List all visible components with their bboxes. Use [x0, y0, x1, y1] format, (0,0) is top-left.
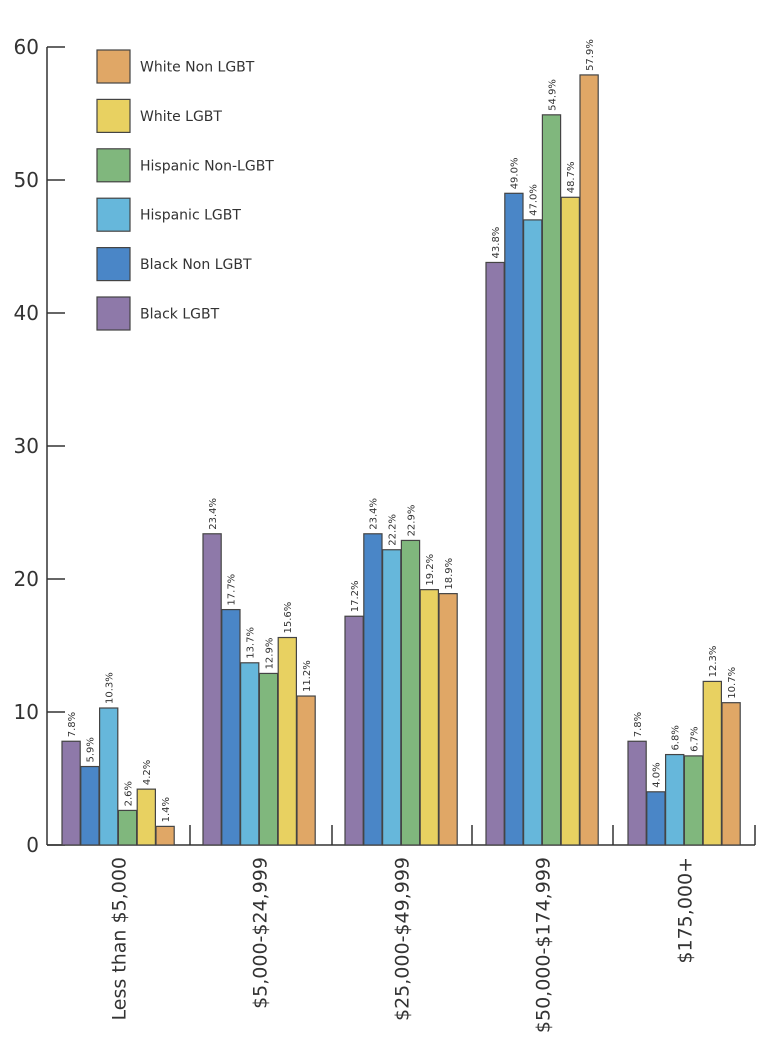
data-label: 7.8%	[633, 712, 644, 737]
data-label: 10.7%	[727, 667, 738, 699]
bars	[61, 74, 741, 846]
data-label: 49.0%	[510, 158, 521, 190]
data-label: 22.9%	[406, 505, 417, 537]
data-labels: 7.8% 23.4% 17.2% 43.8% 7.8% 5.9% 17.7% 23.4% 49.…	[67, 39, 738, 822]
data-label: 2.6%	[123, 781, 134, 806]
bar-black-non-lgbt	[221, 608, 241, 846]
data-label: 54.9%	[547, 79, 558, 111]
bar-black-lgbt	[627, 740, 647, 846]
y-tick-label: 50	[14, 168, 39, 192]
data-label: 18.9%	[444, 558, 455, 590]
y-tick-label: 10	[14, 700, 39, 724]
bar-black-lgbt	[202, 533, 222, 846]
category-label: $25,000-$49,999	[391, 857, 413, 1021]
data-label: 15.6%	[283, 602, 294, 634]
legend-swatch	[96, 49, 131, 84]
bar-black-lgbt	[344, 615, 364, 846]
legend-label: Black LGBT	[140, 307, 220, 323]
data-label: 1.4%	[161, 797, 172, 822]
bar-white-non-lgbt	[155, 825, 175, 846]
bar-white-non-lgbt	[438, 593, 458, 846]
bar-hispanic-non-lgbt	[117, 809, 138, 846]
category-label: $5,000-$24,999	[249, 857, 271, 1009]
data-label: 47.0%	[529, 184, 540, 216]
bar-white-lgbt	[702, 680, 723, 846]
data-label: 10.3%	[105, 672, 116, 704]
data-label: 5.9%	[86, 737, 97, 762]
data-label: 19.2%	[425, 554, 436, 586]
data-label: 23.4%	[369, 498, 380, 530]
bar-white-non-lgbt	[579, 74, 599, 846]
y-tick-label: 60	[14, 35, 39, 59]
legend-swatch	[96, 247, 131, 282]
data-label: 12.3%	[708, 646, 719, 678]
data-label: 22.2%	[388, 514, 399, 546]
legend-label: Hispanic LGBT	[140, 208, 241, 224]
data-label: 57.9%	[585, 39, 596, 71]
data-label: 11.2%	[302, 660, 313, 692]
legend-swatch	[96, 197, 131, 232]
category-label: $175,000+	[674, 857, 696, 964]
legend-swatch	[96, 98, 131, 134]
data-label: 48.7%	[566, 162, 577, 194]
bar-black-lgbt	[485, 261, 505, 846]
bar-hispanic-non-lgbt	[400, 539, 421, 846]
y-tick-label: 30	[14, 434, 39, 458]
bar-hispanic-lgbt	[240, 662, 260, 846]
legend-label: Black Non LGBT	[140, 257, 252, 273]
category-label: Less than $5,000	[108, 857, 130, 1020]
bar-black-non-lgbt	[80, 765, 100, 846]
data-label: 4.2%	[142, 760, 153, 785]
data-label: 6.7%	[689, 726, 700, 751]
data-label: 7.8%	[67, 712, 78, 737]
bar-white-lgbt	[419, 589, 440, 846]
bar-white-lgbt	[277, 636, 298, 846]
bar-hispanic-lgbt	[382, 549, 402, 846]
y-tick-label: 40	[14, 301, 39, 325]
bar-white-non-lgbt	[721, 702, 741, 846]
bar-black-non-lgbt	[363, 533, 383, 846]
bar-hispanic-lgbt	[98, 707, 119, 846]
legend: White Non LGBT White LGBT Hispanic Non-LGB…	[96, 49, 274, 331]
bar-black-non-lgbt	[504, 192, 524, 846]
legend-label: Hispanic Non-LGBT	[140, 158, 274, 174]
data-label: 6.8%	[671, 725, 682, 750]
bar-white-lgbt	[136, 788, 156, 846]
legend-swatch	[96, 296, 131, 331]
y-tick-label: 0	[26, 833, 39, 857]
bar-hispanic-non-lgbt	[683, 755, 704, 846]
bar-black-non-lgbt	[646, 791, 666, 846]
data-label: 23.4%	[208, 498, 219, 530]
legend-label: White Non LGBT	[140, 60, 255, 76]
bar-white-lgbt	[560, 196, 581, 846]
axes: 0 10 20 30 40 50 60 Less than $5,000 $5,000-$24,…	[14, 35, 756, 1033]
legend-swatch	[96, 148, 131, 183]
bar-hispanic-non-lgbt	[541, 114, 562, 846]
bar-white-non-lgbt	[296, 695, 316, 846]
data-label: 13.7%	[246, 627, 257, 659]
y-tick-label: 20	[14, 567, 39, 591]
data-label: 43.8%	[491, 227, 502, 259]
data-label: 17.2%	[350, 580, 361, 612]
data-label: 4.0%	[652, 762, 663, 787]
bar-hispanic-non-lgbt	[258, 672, 279, 846]
data-label: 17.7%	[227, 574, 238, 606]
category-label: $50,000-$174,999	[532, 857, 554, 1033]
legend-label: White LGBT	[140, 109, 222, 125]
bar-hispanic-lgbt	[522, 219, 543, 846]
bar-hispanic-lgbt	[664, 753, 685, 846]
bar-black-lgbt	[61, 740, 81, 846]
data-label: 12.9%	[264, 638, 275, 670]
